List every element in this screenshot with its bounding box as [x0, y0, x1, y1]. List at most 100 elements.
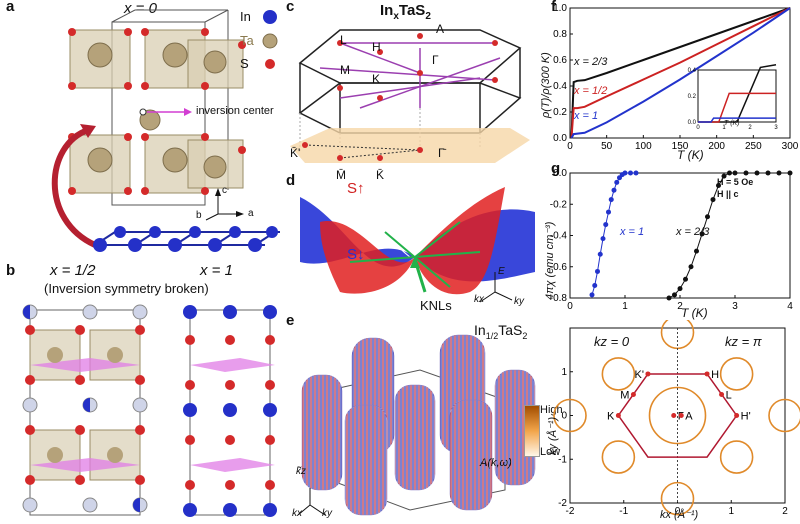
g-data-point — [666, 295, 672, 301]
f-xtick-label: 150 — [672, 141, 689, 152]
bz-point-A: A — [436, 22, 445, 36]
g-data-point — [721, 173, 727, 179]
h-point-marker — [678, 413, 684, 418]
bz-point-K: K — [372, 72, 381, 86]
panel-g-label: g — [551, 160, 561, 177]
panel-g-note2: H || c — [717, 189, 739, 199]
bz-point-gamma: Γ — [432, 53, 439, 67]
g-data-point — [592, 283, 598, 288]
panel-a-structure — [51, 9, 280, 252]
legend-s-label: S — [240, 56, 249, 71]
h-point-label: H — [711, 369, 719, 381]
panel-f-ylabel: ρ(T)/ρ(300 K) — [540, 52, 552, 118]
g-data-point — [600, 236, 606, 242]
panel-b-title-one: x = 1 — [200, 262, 233, 279]
h-contour-pocket — [719, 440, 754, 474]
panel-e-label: e — [286, 312, 295, 329]
g-data-point — [633, 170, 639, 176]
h-contour-center — [648, 386, 707, 445]
g-ytick-label: -0.4 — [550, 231, 568, 242]
f-xtick-label: 300 — [782, 141, 799, 152]
bz-point-H: H — [372, 40, 381, 54]
f-ytick-label: 0.8 — [553, 29, 567, 40]
axis-kx-e-label: kx — [292, 508, 302, 519]
h-fermi-contours — [553, 320, 800, 516]
colorbar-low: Low — [540, 446, 561, 458]
h-point-label: H' — [741, 411, 751, 423]
h-point-label: M — [620, 390, 629, 402]
h-point-marker — [671, 413, 677, 418]
legend-in-label: In — [240, 9, 251, 24]
g-data-point — [606, 209, 611, 215]
g-data-point — [705, 214, 710, 220]
spin-down-label: S↓ — [347, 246, 365, 263]
f-ytick-label: 0.2 — [553, 107, 567, 118]
f-inset-xtick-label: 2 — [748, 125, 752, 131]
panel-a-label: a — [6, 0, 15, 15]
legend-ta-label: Ta — [240, 33, 254, 48]
g-data-point — [754, 170, 760, 176]
h-point-label: K' — [635, 369, 644, 381]
f-series-label-1: x = 1 — [574, 110, 599, 122]
g-xtick-label: 0 — [567, 301, 573, 312]
panel-c-title: InxTaS2 — [380, 2, 431, 22]
f-inset-ytick-label: 0.2 — [688, 94, 697, 100]
h-xtick-label: 1 — [728, 506, 734, 517]
f-ytick-label: 0.6 — [553, 55, 567, 66]
colorbar-label: A(k,ω) — [480, 457, 512, 469]
h-xtick-label: -1 — [619, 506, 628, 517]
panel-c-label: c — [286, 0, 295, 15]
panel-f-inset-xlabel: T (K) — [724, 120, 740, 127]
h-contour-pocket — [660, 481, 695, 516]
panel-g-xlabel: T (K) — [681, 306, 708, 320]
g-data-point — [732, 170, 738, 176]
f-inset-ytick-label: 0.0 — [688, 120, 697, 126]
f-inset-series-line — [698, 117, 776, 123]
panel-b-title-half: x = 1/2 — [50, 262, 96, 279]
g-data-point — [622, 170, 628, 176]
f-xtick-label: 50 — [601, 141, 613, 152]
g-data-point — [694, 248, 699, 254]
axis-E-label: E — [498, 266, 505, 277]
panel-h-kzpi: kz = π — [725, 334, 762, 349]
axis-kx-label: kx — [474, 294, 484, 305]
axis-b-label: b — [196, 210, 202, 221]
panel-h-kz0: kz = 0 — [594, 334, 630, 349]
panel-f-label: f — [551, 0, 556, 15]
h-point-marker — [704, 371, 710, 377]
f-series-line — [570, 7, 791, 139]
g-data-point — [628, 170, 633, 176]
f-xtick-label: 250 — [745, 141, 762, 152]
h-point-marker — [719, 392, 725, 397]
f-inset-ytick-label: 0.4 — [688, 68, 697, 74]
f-inset-xtick-label: 3 — [774, 125, 778, 131]
f-xtick-label: 200 — [708, 141, 725, 152]
panel-b-subtitle: (Inversion symmetry broken) — [44, 281, 209, 296]
axis-ky-label: ky — [514, 296, 524, 307]
h-xtick-label: 0 — [675, 506, 681, 517]
g-data-point — [677, 286, 683, 292]
f-series-line — [570, 7, 791, 139]
h-point-marker — [630, 392, 636, 397]
panel-c-brillouin-zone — [290, 29, 530, 163]
h-xtick-label: -2 — [566, 506, 575, 517]
bz-point-M: M — [340, 63, 350, 77]
g-data-point — [589, 292, 595, 298]
g-xtick-label: 1 — [622, 301, 628, 312]
h-ytick-label: 1 — [561, 367, 567, 378]
f-ytick-label: 0.0 — [553, 133, 567, 144]
panel-f-chart: 0 50 100 150 200 250 300 0.0 0.2 0.4 0.6 0.8 1.0 0 1 2 3… — [553, 3, 799, 152]
f-ytick-label: 1.0 — [553, 3, 567, 14]
g-series-label-23: x = 2/3 — [676, 226, 710, 238]
bz-point-L: L — [340, 33, 347, 47]
axis-a-label: a — [248, 208, 254, 219]
g-data-point — [688, 264, 694, 270]
proj-point-gamma: Γ̄ — [438, 146, 445, 160]
knl-label: KNLs — [420, 298, 452, 313]
g-ytick-label: -0.6 — [550, 262, 568, 273]
colorbar — [524, 405, 540, 457]
f-series-label-23: x = 2/3 — [574, 56, 608, 68]
h-xtick-label: 2 — [782, 506, 788, 517]
panel-e-fermi-surface — [297, 334, 536, 516]
